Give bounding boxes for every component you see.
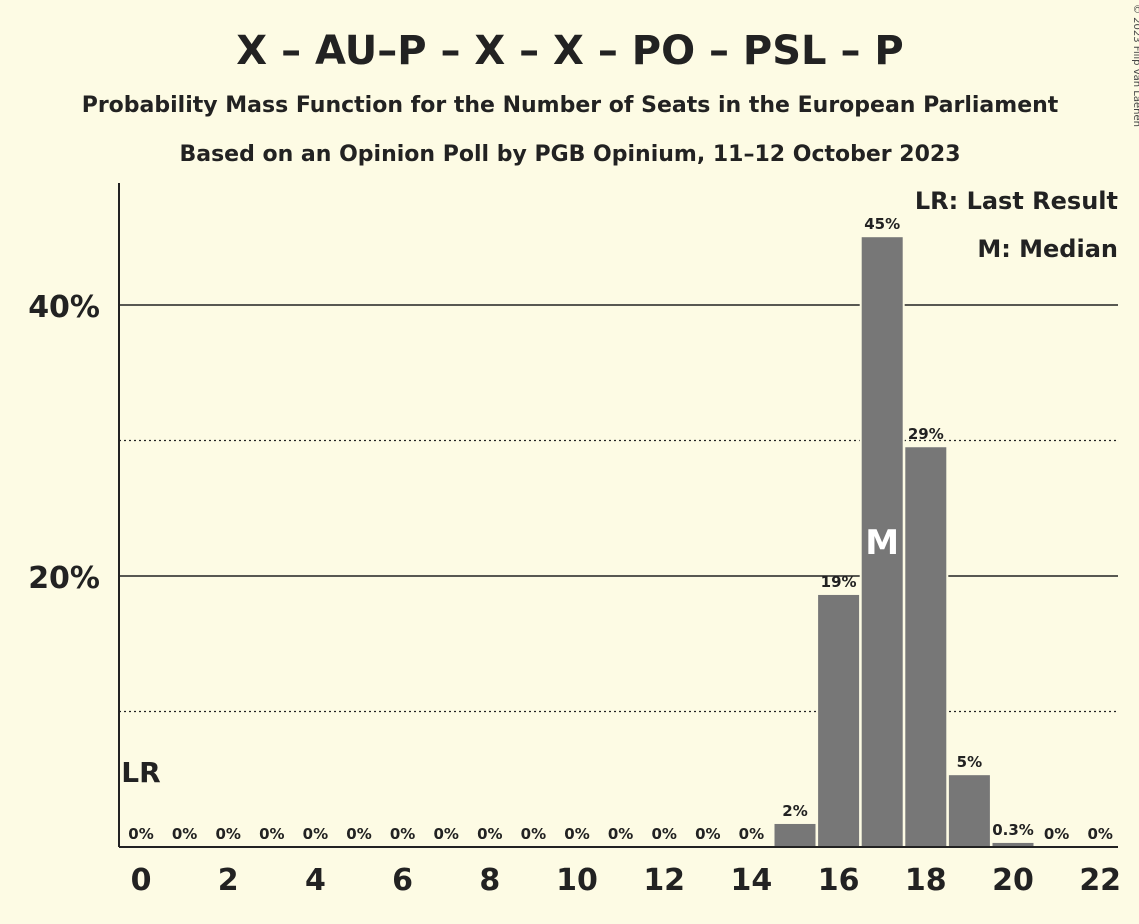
bar-value-label: 0% xyxy=(739,825,764,843)
bar-value-label: 0% xyxy=(608,825,633,843)
bar-value-label: 0% xyxy=(521,825,546,843)
bar-value-label: 0% xyxy=(651,825,676,843)
bar-value-label: 0% xyxy=(346,825,371,843)
bar-value-label: 0% xyxy=(303,825,328,843)
bar-value-label: 2% xyxy=(782,802,807,820)
bar xyxy=(992,842,1034,847)
bar-value-label: 0% xyxy=(433,825,458,843)
bar xyxy=(818,594,860,847)
x-tick-labels: 0 2 4 6 8 10 12 14 16 18 20 22 xyxy=(131,863,1122,898)
y-tick-labels: 20% 40% xyxy=(28,290,100,596)
legend-last-result: LR: Last Result xyxy=(915,187,1118,215)
gridlines xyxy=(119,304,1118,713)
x-tick-label: 0 xyxy=(131,863,152,898)
chart-title: X – AU–P – X – X – PO – PSL – P xyxy=(236,28,903,74)
chart-source-line: Based on an Opinion Poll by PGB Opinium,… xyxy=(179,142,960,167)
bar-value-label: 0% xyxy=(1044,825,1069,843)
copyright-notice: © 2023 Filip van Laenen xyxy=(1131,4,1139,127)
x-tick-label: 18 xyxy=(905,863,947,898)
bar-value-label: 5% xyxy=(957,753,982,771)
bar xyxy=(905,447,947,847)
x-tick-label: 10 xyxy=(556,863,598,898)
x-tick-label: 4 xyxy=(305,863,326,898)
bar-value-label: 29% xyxy=(908,425,944,443)
x-tick-label: 2 xyxy=(218,863,239,898)
bar-value-label: 45% xyxy=(864,215,900,233)
x-tick-label: 8 xyxy=(479,863,500,898)
bar-value-label: 0.3% xyxy=(992,821,1034,839)
x-tick-label: 22 xyxy=(1079,863,1121,898)
y-tick-label: 20% xyxy=(28,561,100,596)
bar xyxy=(861,237,903,847)
x-tick-label: 14 xyxy=(731,863,773,898)
bar-value-label: 19% xyxy=(821,573,857,591)
bar-value-label: 0% xyxy=(172,825,197,843)
bar-value-label: 0% xyxy=(564,825,589,843)
bar-value-labels: 0% 0% 0% 0% 0% 0% 0% 0% 0% 0% 0% 0% 0% 0% 0% 2% 19% 45% 29… xyxy=(121,215,1113,843)
chart-subtitle: Probability Mass Function for the Number… xyxy=(82,93,1059,118)
x-tick-label: 12 xyxy=(643,863,685,898)
x-tick-label: 20 xyxy=(992,863,1034,898)
bar-value-label: 0% xyxy=(390,825,415,843)
axes xyxy=(118,183,1118,848)
median-marker: M xyxy=(865,523,899,563)
bar xyxy=(774,823,816,847)
bar-value-label: 0% xyxy=(128,825,153,843)
y-tick-label: 40% xyxy=(28,290,100,325)
legend-median: M: Median xyxy=(977,235,1118,263)
bar xyxy=(948,775,990,847)
bars xyxy=(772,235,1036,847)
x-tick-label: 16 xyxy=(818,863,860,898)
bar-value-label: 0% xyxy=(1087,825,1112,843)
bar-value-label: 0% xyxy=(477,825,502,843)
x-tick-label: 6 xyxy=(392,863,413,898)
bar-value-label: 0% xyxy=(695,825,720,843)
last-result-marker: LR xyxy=(121,756,160,789)
bar-value-label: 0% xyxy=(215,825,240,843)
bar-value-label: 0% xyxy=(259,825,284,843)
